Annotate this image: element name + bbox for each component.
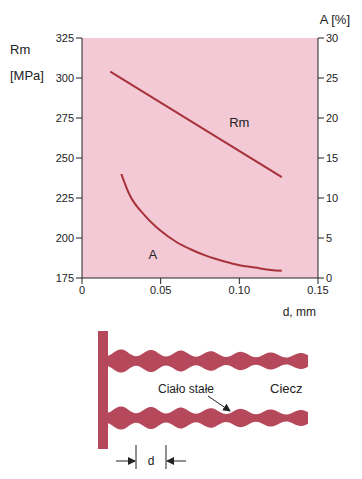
html-text:A [%]: A [%] [319, 12, 350, 27]
svg-text:25: 25 [326, 72, 338, 84]
svg-text:325: 325 [56, 32, 74, 44]
svg-text:30: 30 [326, 32, 338, 44]
svg-text:300: 300 [56, 72, 74, 84]
svg-text:Ciecz: Ciecz [270, 381, 303, 396]
svg-text:0.05: 0.05 [150, 284, 171, 296]
svg-text:5: 5 [326, 232, 332, 244]
svg-text:0: 0 [79, 284, 85, 296]
svg-text:15: 15 [326, 152, 338, 164]
svg-text:20: 20 [326, 112, 338, 124]
svg-text:0.10: 0.10 [229, 284, 250, 296]
svg-text:0.15: 0.15 [307, 284, 328, 296]
svg-text:250: 250 [56, 152, 74, 164]
svg-text:275: 275 [56, 112, 74, 124]
svg-text:A: A [148, 247, 157, 262]
svg-text:200: 200 [56, 232, 74, 244]
svg-text:d: d [148, 454, 155, 468]
html-text:[MPa]: [MPa] [10, 68, 44, 83]
html-text:Rm: Rm [10, 42, 31, 57]
svg-text:10: 10 [326, 192, 338, 204]
svg-text:175: 175 [56, 272, 74, 284]
svg-text:Ciało stałe: Ciało stałe [158, 382, 214, 396]
svg-text:d, mm: d, mm [283, 305, 316, 319]
svg-text:225: 225 [56, 192, 74, 204]
svg-text:0: 0 [326, 272, 332, 284]
svg-text:Rm: Rm [229, 115, 249, 130]
